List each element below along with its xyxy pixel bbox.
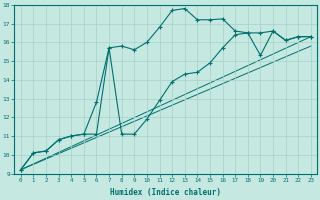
X-axis label: Humidex (Indice chaleur): Humidex (Indice chaleur) (110, 188, 221, 197)
